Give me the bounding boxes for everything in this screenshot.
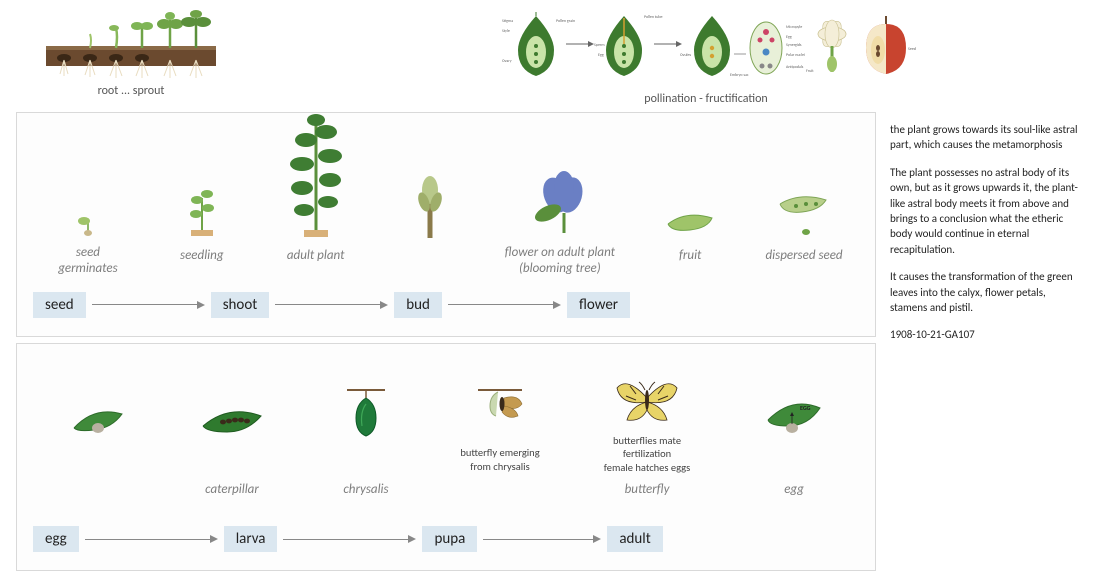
plant-sequence-row: seed shoot bud flower xyxy=(33,292,859,318)
plant-stage-label: fruit xyxy=(679,248,701,278)
plant-stage-dispersed: dispersed seed xyxy=(749,130,859,278)
bf-stage-egg-leaf xyxy=(33,370,163,512)
svg-text:Polar nuclei: Polar nuclei xyxy=(786,53,805,58)
egg-leaf-icon xyxy=(68,400,128,440)
bf-sub: butterflies mate fertilization female ha… xyxy=(604,434,690,475)
butterfly-stage-row: caterpillar chrysalis xyxy=(33,358,859,513)
bf-sub: butterfly emerging from chrysalis xyxy=(460,446,539,474)
butterfly-sequence-row: egg larva pupa adult xyxy=(33,526,859,552)
arrow-icon xyxy=(85,535,218,543)
side-paragraph: The plant possesses no astral body of it… xyxy=(890,165,1080,257)
adult-plant-icon xyxy=(276,110,356,240)
plant-stage-flower: flower on adult plant (blooming tree) xyxy=(488,127,631,278)
plant-stage-adult: adult plant xyxy=(261,130,371,278)
plant-stage-label: flower on adult plant (blooming tree) xyxy=(505,245,615,278)
seq-box-egg: egg xyxy=(33,526,79,552)
svg-text:Micropyle: Micropyle xyxy=(786,25,802,30)
plant-stage-label: adult plant xyxy=(287,248,345,278)
svg-text:Sperm: Sperm xyxy=(594,43,605,48)
bf-stage-label: butterfly xyxy=(625,482,670,512)
germinate-icon xyxy=(71,209,105,237)
svg-text:EGG: EGG xyxy=(800,404,811,412)
svg-text:Stigma: Stigma xyxy=(502,19,513,24)
root-sprout-illustration xyxy=(46,10,216,80)
side-paragraph: the plant grows towards its soul-like as… xyxy=(890,122,1080,153)
pollination-illustration: Stigma Style Ovary Pollen grain Pollen tub… xyxy=(496,10,916,88)
bf-stage-label: chrysalis xyxy=(343,482,388,512)
seq-box-bud: bud xyxy=(394,292,442,318)
bf-stage-caterpillar: caterpillar xyxy=(167,370,297,512)
svg-text:Style: Style xyxy=(502,29,510,34)
plant-stage-label: seedling xyxy=(180,248,224,278)
butterfly-lifecycle-panel: caterpillar chrysalis xyxy=(16,343,876,572)
side-reference: 1908-10-21-GA107 xyxy=(890,327,1080,342)
top-item-root-sprout: root ... sprout xyxy=(46,10,216,106)
plant-lifecycle-panel: seed germinates seedling xyxy=(16,112,876,337)
svg-text:Seeds: Seeds xyxy=(908,47,916,52)
bf-stage-chrysalis: chrysalis xyxy=(301,370,431,512)
seq-box-flower: flower xyxy=(567,292,630,318)
fruit-icon xyxy=(660,200,720,240)
seq-box-pupa: pupa xyxy=(422,526,477,552)
seq-box-larva: larva xyxy=(224,526,278,552)
top-caption-right: pollination - fructification xyxy=(644,92,767,106)
arrow-icon xyxy=(448,301,561,309)
bf-stage-egg: EGG egg xyxy=(729,370,859,512)
arrow-icon xyxy=(283,535,416,543)
top-caption-left: root ... sprout xyxy=(98,84,165,98)
plant-stage-fruit: fruit xyxy=(635,130,745,278)
arrow-icon xyxy=(275,301,388,309)
svg-text:Ovules: Ovules xyxy=(680,53,691,58)
flower-icon xyxy=(520,167,600,237)
seq-box-seed: seed xyxy=(33,292,86,318)
svg-text:Egg: Egg xyxy=(786,35,792,40)
top-item-pollination: Stigma Style Ovary Pollen grain Pollen tub… xyxy=(496,10,916,106)
top-illustration-row: root ... sprout Stigma Style Ovary Pollen … xyxy=(16,10,1084,106)
plant-stage-label: seed germinates xyxy=(58,245,117,278)
svg-text:Pollen grain: Pollen grain xyxy=(556,19,575,24)
plant-stage-bud xyxy=(375,130,485,278)
bf-stage-label: egg xyxy=(784,482,804,512)
bud-icon xyxy=(410,170,450,240)
svg-text:Fruit: Fruit xyxy=(806,69,814,74)
svg-text:Ovary: Ovary xyxy=(502,59,512,64)
svg-text:Embryo sac: Embryo sac xyxy=(730,73,749,78)
plant-stage-label: dispersed seed xyxy=(765,248,842,278)
plant-stage-row: seed germinates seedling xyxy=(33,127,859,278)
bf-stage-butterfly: butterflies mate fertilization female ha… xyxy=(569,358,725,513)
seq-box-shoot: shoot xyxy=(211,292,270,318)
butterfly-icon xyxy=(612,372,682,428)
side-paragraph: It causes the transformation of the gree… xyxy=(890,269,1080,315)
svg-text:Synergids: Synergids xyxy=(786,43,802,48)
seq-box-adult: adult xyxy=(607,526,662,552)
chrysalis-icon xyxy=(341,384,391,440)
side-text-column: the plant grows towards its soul-like as… xyxy=(886,112,1084,577)
svg-text:Antipodals: Antipodals xyxy=(786,65,804,70)
plant-stage-seedling: seedling xyxy=(147,130,257,278)
bf-stage-label: caterpillar xyxy=(205,482,259,512)
plant-stage-germinate: seed germinates xyxy=(33,127,143,278)
seedling-icon xyxy=(177,180,227,240)
dispersed-seed-icon xyxy=(774,190,834,240)
egg-icon: EGG xyxy=(762,394,826,440)
arrow-icon xyxy=(483,535,601,543)
arrow-icon xyxy=(92,301,205,309)
emerging-icon xyxy=(470,384,530,440)
caterpillar-icon xyxy=(197,400,267,440)
bf-stage-emerging: butterfly emerging from chrysalis xyxy=(435,370,565,512)
svg-text:Egg: Egg xyxy=(598,53,604,58)
svg-text:Pollen tube: Pollen tube xyxy=(644,15,662,20)
